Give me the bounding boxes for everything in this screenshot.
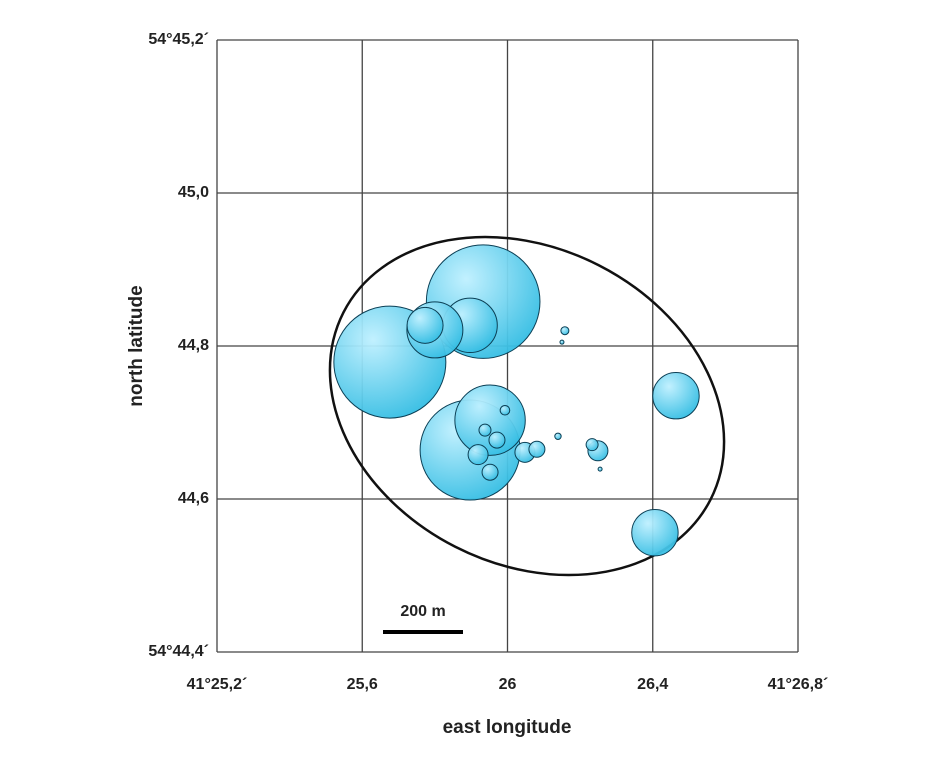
x-tick-label: 26: [499, 676, 517, 693]
bubble: [406, 306, 444, 344]
y-tick-label: 45,0: [178, 184, 209, 201]
y-tick-label: 54°45,2´: [148, 31, 209, 48]
x-tick-label: 25,6: [347, 676, 378, 693]
x-tick-label: 26,4: [637, 676, 668, 693]
bubble: [554, 432, 562, 440]
bubble: [488, 431, 506, 449]
bubble: [528, 440, 546, 458]
bubble: [499, 404, 511, 416]
bubble: [559, 339, 565, 345]
y-tick-label: 44,8: [178, 337, 209, 354]
bubble: [481, 463, 499, 481]
bubble: [597, 466, 603, 472]
bubble: [478, 423, 492, 437]
bubble: [467, 444, 489, 466]
bubble: [631, 508, 679, 557]
bubble: [560, 326, 570, 336]
bubble: [454, 384, 526, 456]
y-tick-label: 54°44,4´: [148, 643, 209, 660]
confidence-ellipse: [328, 235, 726, 577]
bubble: [585, 438, 599, 452]
y-tick-label: 44,6: [178, 490, 209, 507]
x-tick-label: 41°25,2´: [187, 676, 248, 693]
x-axis-title: east longitude: [443, 717, 572, 738]
scale-label: 200 m: [400, 603, 445, 620]
bubble: [652, 372, 700, 420]
y-axis-title: north latitude: [126, 285, 147, 406]
x-tick-label: 41°26,8´: [768, 676, 829, 693]
